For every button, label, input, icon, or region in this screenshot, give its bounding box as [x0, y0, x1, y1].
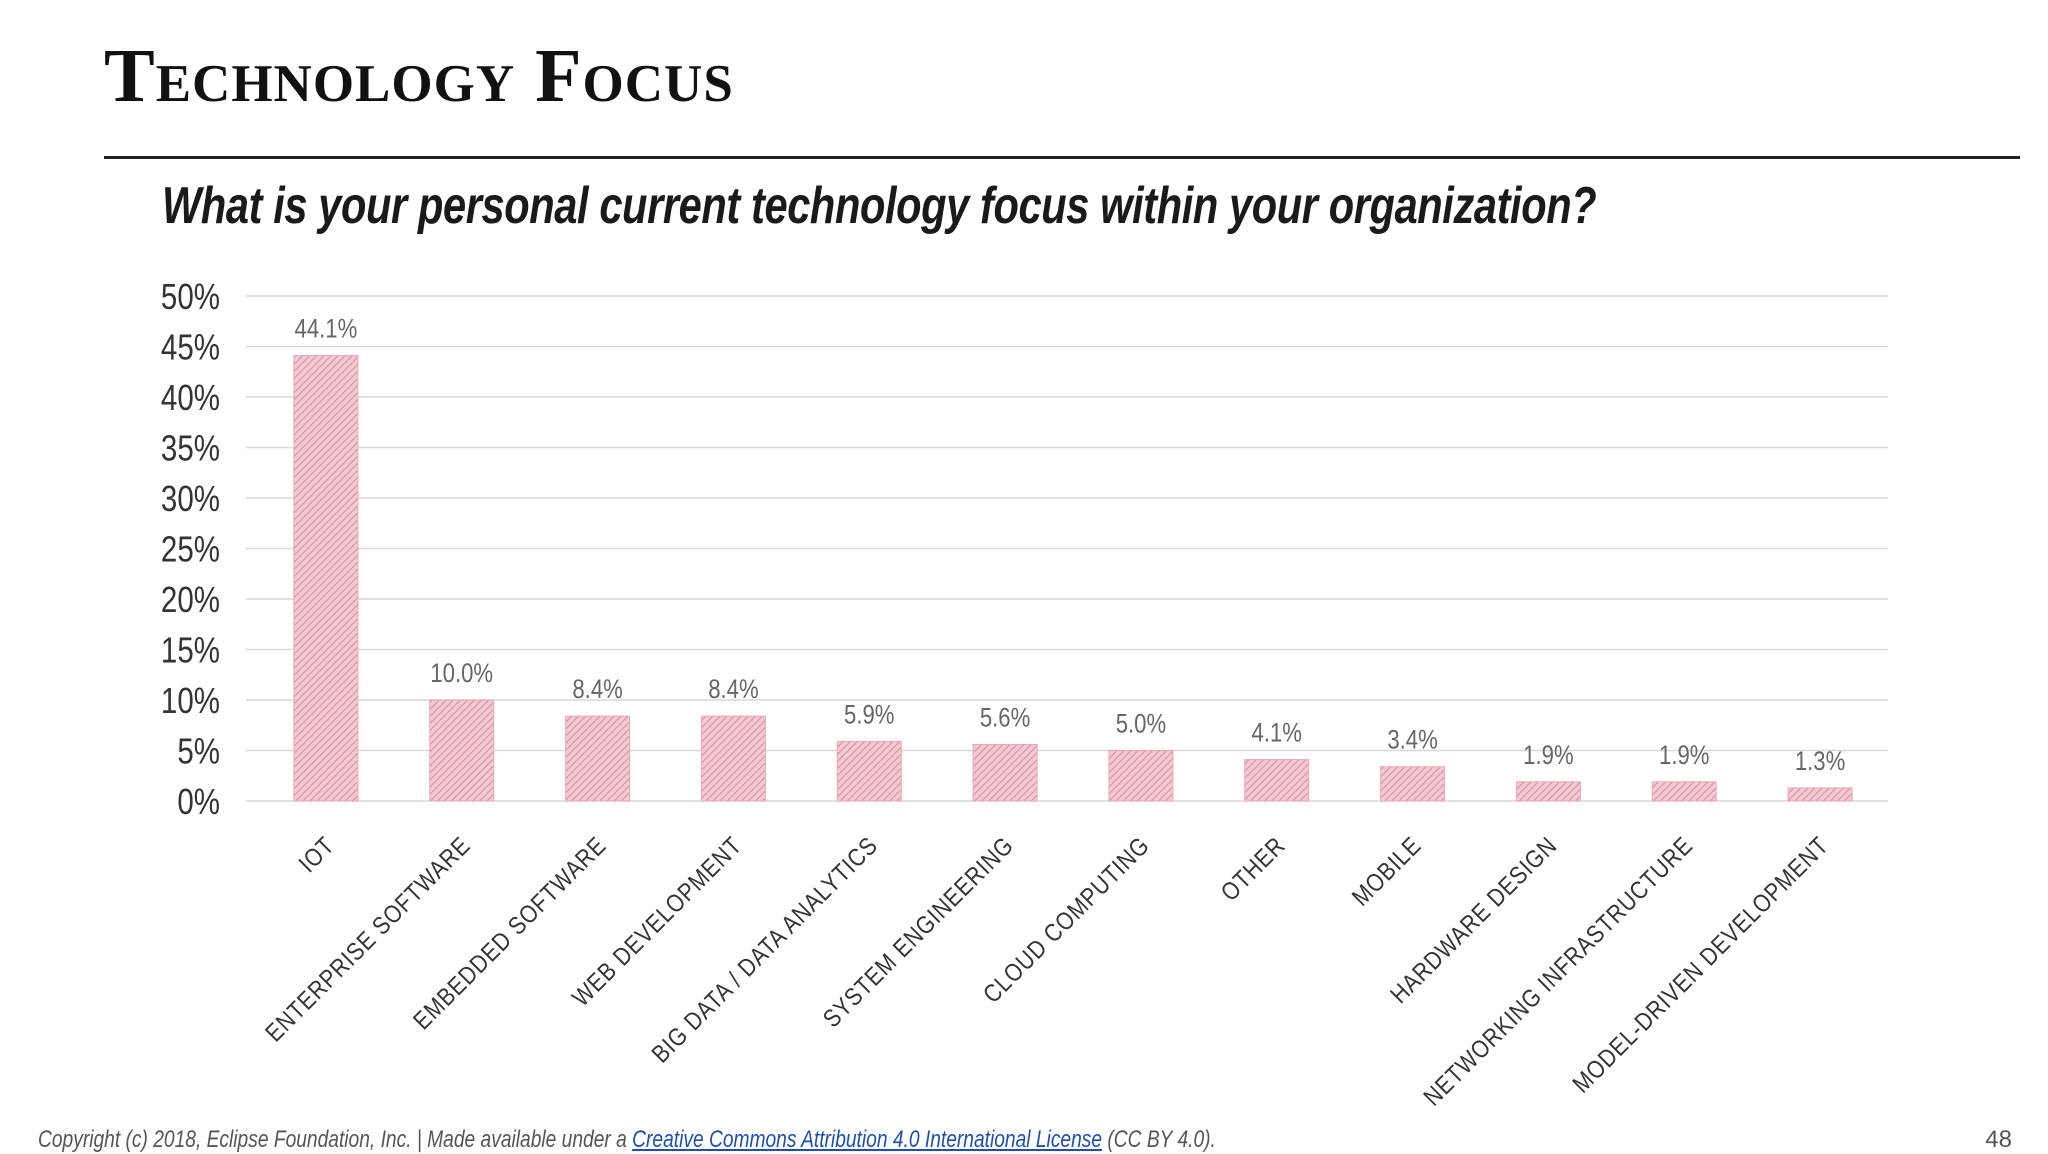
y-tick-label: 45%: [161, 327, 220, 367]
x-tick-label: IOT: [293, 831, 340, 878]
data-label: 5.9%: [844, 700, 894, 730]
data-label: 4.1%: [1252, 719, 1302, 749]
x-tick-label: NETWORKING INFRASTRUCTURE: [1418, 831, 1698, 1110]
gridlines: [246, 295, 1888, 802]
copyright-footer: Copyright (c) 2018, Eclipse Foundation, …: [38, 1126, 1216, 1154]
data-label: 8.4%: [572, 675, 622, 705]
y-tick-label: 30%: [161, 478, 220, 518]
data-label: 5.0%: [1116, 710, 1166, 740]
y-axis-ticks: 0% 5% 10% 15% 20% 25% 30% 35% 40% 45% 50%: [161, 276, 220, 821]
bar: [1244, 759, 1310, 802]
x-tick-label: BIG DATA / DATA ANALYTICS: [646, 831, 883, 1068]
y-tick-label: 50%: [161, 276, 220, 316]
data-label: 5.6%: [980, 703, 1030, 733]
y-tick-label: 0%: [177, 781, 220, 821]
data-label: 1.3%: [1795, 747, 1845, 777]
bar: [293, 355, 359, 802]
bar: [565, 715, 631, 802]
license-suffix: (CC BY 4.0).: [1102, 1126, 1216, 1153]
y-tick-label: 20%: [161, 579, 220, 619]
y-tick-label: 5%: [177, 731, 220, 771]
y-tick-label: 15%: [161, 630, 220, 670]
y-tick-label: 10%: [161, 680, 220, 720]
bar-chart: 0% 5% 10% 15% 20% 25% 30% 35% 40% 45% 50% 44.1% 10.…: [161, 276, 1888, 1110]
data-label: 1.9%: [1523, 741, 1573, 771]
bar: [1651, 781, 1717, 802]
bar: [1787, 787, 1853, 802]
data-label: 44.1%: [295, 315, 358, 345]
bars: [293, 355, 1853, 802]
bar: [700, 715, 766, 802]
data-label: 1.9%: [1659, 741, 1709, 771]
x-tick-label: MODEL-DRIVEN DEVELOPMENT: [1567, 831, 1834, 1098]
title-divider: [104, 156, 2020, 159]
y-tick-label: 25%: [161, 529, 220, 569]
data-label: 3.4%: [1387, 726, 1437, 756]
data-label: 10.0%: [430, 659, 493, 689]
license-link[interactable]: Creative Commons Attribution 4.0 Interna…: [632, 1126, 1103, 1153]
data-labels: 44.1% 10.0% 8.4% 8.4% 5.9% 5.6% 5.0% 4.1% 3.4% 1.…: [295, 315, 1846, 777]
bar: [1108, 750, 1174, 802]
x-tick-label: OTHER: [1215, 831, 1290, 906]
bar: [1380, 766, 1446, 802]
bar: [429, 699, 495, 802]
bar: [836, 740, 902, 802]
page-number: 48: [1985, 1126, 2012, 1153]
y-tick-label: 40%: [161, 377, 220, 417]
bar: [972, 743, 1038, 802]
slide-title: Technology Focus: [104, 34, 734, 118]
data-label: 8.4%: [708, 675, 758, 705]
x-tick-label: MOBILE: [1346, 831, 1426, 911]
copyright-text: Copyright (c) 2018, Eclipse Foundation, …: [38, 1126, 633, 1153]
y-tick-label: 35%: [161, 428, 220, 468]
bar: [1515, 781, 1581, 802]
survey-question: What is your personal current technology…: [162, 177, 1597, 235]
